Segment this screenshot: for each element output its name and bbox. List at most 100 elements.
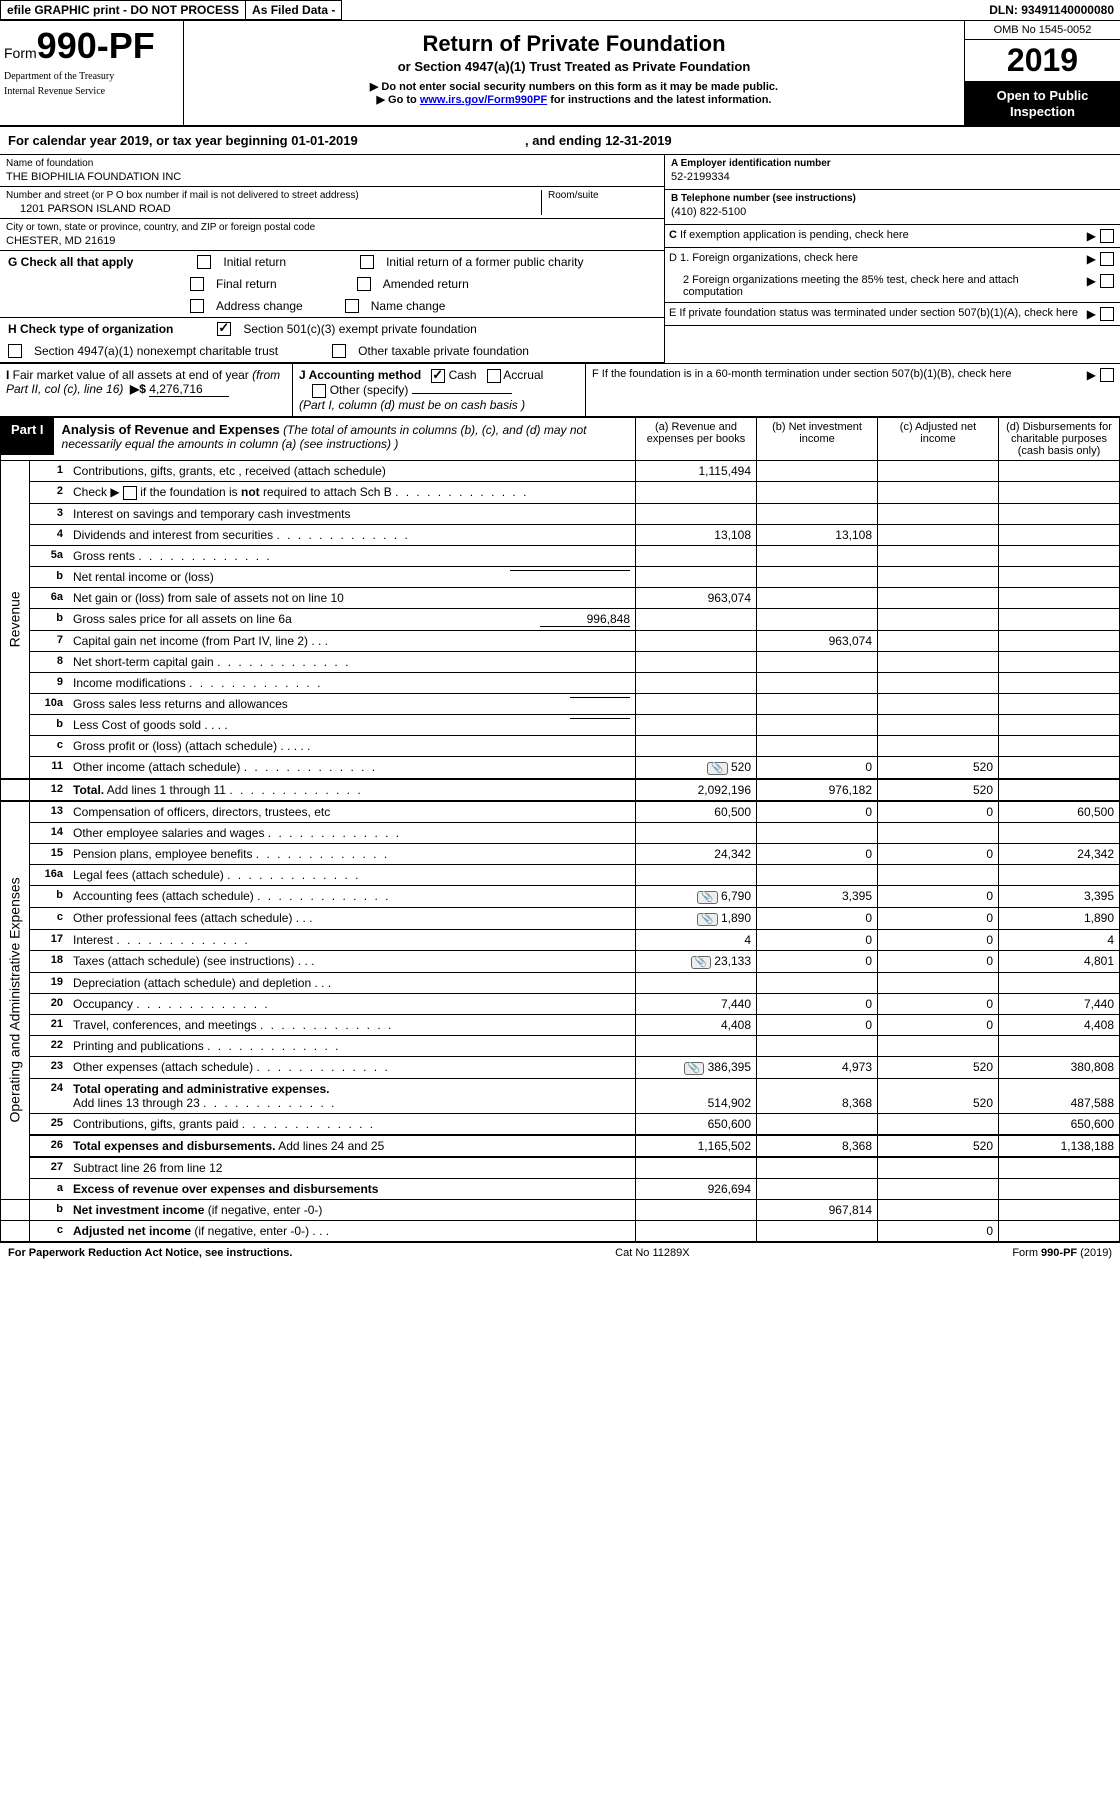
val-4a: 13,108	[636, 524, 757, 545]
chk-initial[interactable]	[197, 255, 211, 269]
efile-notice: efile GRAPHIC print - DO NOT PROCESS	[0, 0, 246, 20]
d1-cell: D 1. Foreign organizations, check here ▶	[665, 248, 1120, 270]
row-23: 23 Other expenses (attach schedule) 📎 38…	[1, 1056, 1120, 1078]
val-18a: 📎 23,133	[636, 950, 757, 972]
chk-cash[interactable]	[431, 369, 445, 383]
lbl-4947: Section 4947(a)(1) nonexempt charitable …	[34, 344, 278, 358]
desc-8: Net short-term capital gain	[68, 651, 636, 672]
calyear-end: 12-31-2019	[605, 133, 672, 148]
form-page: efile GRAPHIC print - DO NOT PROCESS As …	[0, 0, 1120, 1263]
chk-accrual[interactable]	[487, 369, 501, 383]
c-cell: C C If exemption application is pending,…	[665, 225, 1120, 248]
val-21b: 0	[757, 1014, 878, 1035]
lno-15: 15	[30, 843, 69, 864]
chk-schb[interactable]	[123, 486, 137, 500]
col-c-header: (c) Adjusted net income	[878, 417, 999, 460]
header-left: Form990-PF Department of the Treasury In…	[0, 21, 184, 125]
row-21: 21 Travel, conferences, and meetings 4,4…	[1, 1014, 1120, 1035]
chk-e[interactable]	[1100, 307, 1114, 321]
row-22: 22 Printing and publications	[1, 1035, 1120, 1056]
g-label: G Check all that apply	[8, 255, 133, 269]
irs-link[interactable]: www.irs.gov/Form990PF	[420, 94, 547, 106]
val-16ba: 📎 6,790	[636, 885, 757, 907]
chk-c[interactable]	[1100, 229, 1114, 243]
desc-14: Other employee salaries and wages	[68, 822, 636, 843]
chk-address[interactable]	[190, 299, 204, 313]
lno-27a: a	[30, 1178, 69, 1199]
lno-16c: c	[30, 907, 69, 929]
chk-initial-former[interactable]	[360, 255, 374, 269]
row-15: 15 Pension plans, employee benefits 24,3…	[1, 843, 1120, 864]
lno-1: 1	[30, 460, 69, 481]
val-25a: 650,600	[636, 1113, 757, 1135]
desc-10b: Less Cost of goods sold . . . .	[68, 714, 636, 735]
col-b-header: (b) Net investment income	[757, 417, 878, 460]
h-row: H Check type of organization Section 501…	[0, 318, 664, 363]
desc-9: Income modifications	[68, 672, 636, 693]
chk-amended[interactable]	[357, 277, 371, 291]
val-26b: 8,368	[757, 1135, 878, 1157]
lbl-cash: Cash	[449, 368, 477, 382]
row-27a: a Excess of revenue over expenses and di…	[1, 1178, 1120, 1199]
col-a-header: (a) Revenue and expenses per books	[636, 417, 757, 460]
desc-5a: Gross rents	[68, 545, 636, 566]
row-12: 12 Total. Add lines 1 through 11 2,092,1…	[1, 779, 1120, 801]
chk-d1[interactable]	[1100, 252, 1114, 266]
val-16bc: 0	[878, 885, 999, 907]
form-subtitle: or Section 4947(a)(1) Trust Treated as P…	[194, 59, 954, 74]
row-11: 11 Other income (attach schedule) 📎 520 …	[1, 756, 1120, 779]
val-23d: 380,808	[999, 1056, 1120, 1078]
street-cell: Number and street (or P O box number if …	[0, 187, 664, 219]
desc-27: Subtract line 26 from line 12	[68, 1157, 636, 1179]
sched-icon[interactable]: 📎	[691, 956, 711, 969]
desc-10c: Gross profit or (loss) (attach schedule)…	[68, 735, 636, 756]
val-15d: 24,342	[999, 843, 1120, 864]
val-23c: 520	[878, 1056, 999, 1078]
chk-other-taxable[interactable]	[332, 344, 346, 358]
e-label: E If private foundation status was termi…	[669, 307, 1081, 319]
d2-cell: 2 Foreign organizations meeting the 85% …	[665, 270, 1120, 303]
lno-16a: 16a	[30, 864, 69, 885]
val-18b: 0	[757, 950, 878, 972]
lno-10b: b	[30, 714, 69, 735]
val-16ca: 📎 1,890	[636, 907, 757, 929]
chk-d2[interactable]	[1100, 274, 1114, 288]
footer-right: Form 990-PF (2019)	[1012, 1247, 1112, 1259]
calyear-mid: , and ending	[525, 133, 605, 148]
sched-icon[interactable]: 📎	[697, 913, 717, 926]
row-14: 14 Other employee salaries and wages	[1, 822, 1120, 843]
val-16cb: 0	[757, 907, 878, 929]
val-20d: 7,440	[999, 993, 1120, 1014]
desc-20: Occupancy	[68, 993, 636, 1014]
desc-6a: Net gain or (loss) from sale of assets n…	[68, 587, 636, 608]
row-18: 18 Taxes (attach schedule) (see instruct…	[1, 950, 1120, 972]
chk-f[interactable]	[1100, 368, 1114, 382]
lno-10c: c	[30, 735, 69, 756]
sched-icon[interactable]: 📎	[707, 762, 727, 775]
sched-icon[interactable]: 📎	[697, 891, 717, 904]
val-17c: 0	[878, 929, 999, 950]
goto-pre: ▶ Go to	[377, 94, 420, 106]
val-11b: 0	[757, 756, 878, 779]
sched-icon[interactable]: 📎	[684, 1062, 704, 1075]
row-24: 24 Total operating and administrative ex…	[1, 1078, 1120, 1113]
lno-3: 3	[30, 503, 69, 524]
desc-27b: Net investment income (if negative, ente…	[68, 1199, 636, 1220]
chk-4947[interactable]	[8, 344, 22, 358]
val-13a: 60,500	[636, 801, 757, 823]
desc-27c: Adjusted net income (if negative, enter …	[68, 1220, 636, 1241]
chk-501c3[interactable]	[217, 322, 231, 336]
chk-final[interactable]	[190, 277, 204, 291]
goto-post: for instructions and the latest informat…	[547, 94, 771, 106]
chk-namechange[interactable]	[345, 299, 359, 313]
desc-6b: Gross sales price for all assets on line…	[68, 608, 636, 630]
desc-7: Capital gain net income (from Part IV, l…	[68, 630, 636, 651]
val-20a: 7,440	[636, 993, 757, 1014]
calyear-begin: 01-01-2019	[291, 133, 358, 148]
info-right: A Employer identification number 52-2199…	[664, 155, 1120, 363]
city-cell: City or town, state or province, country…	[0, 219, 664, 251]
row-10a: 10a Gross sales less returns and allowan…	[1, 693, 1120, 714]
chk-other-method[interactable]	[312, 384, 326, 398]
dln-label: DLN:	[989, 3, 1018, 17]
lno-14: 14	[30, 822, 69, 843]
